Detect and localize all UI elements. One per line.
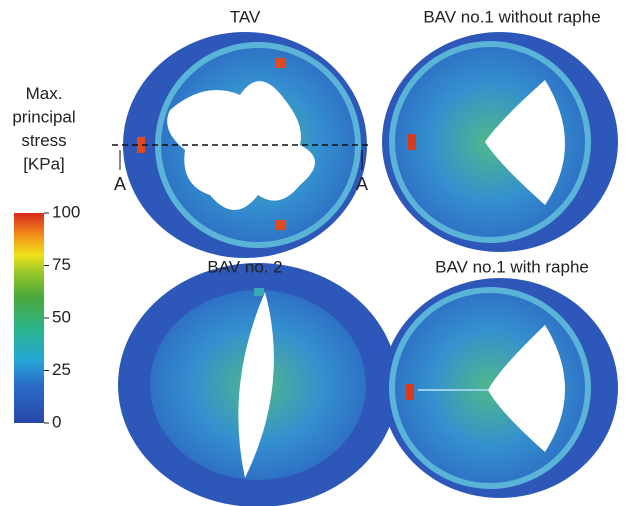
colorbar-tick-label: 0 [52,412,61,431]
bav1-raphe-panel: BAV no.1 with raphe [382,257,618,498]
panel-title: BAV no. 2 [207,257,282,276]
colorbar-tick-label: 100 [52,202,80,221]
stress-hotspot [408,134,416,150]
stress-hotspot [275,220,285,230]
figure: Max. principal stress [KPa] A A TAV BAV no.… [0,0,628,506]
colorbar-title-line: [KPa] [23,155,65,174]
section-label: A [356,174,368,194]
colorbar-tick-label: 75 [52,255,71,274]
stress-hotspot [275,58,285,68]
stress-hotspot [254,288,264,296]
panel-title: BAV no.1 with raphe [435,257,589,276]
colorbar-title-line: stress [21,131,66,150]
stress-hotspot [406,384,414,400]
section-label: A [114,174,126,194]
panel-title: BAV no.1 without raphe [423,7,600,26]
tav-panel: A A TAV [112,7,372,258]
colorbar-tick-label: 50 [52,307,71,326]
colorbar-tick-label: 25 [52,360,71,379]
colorbar-title-line: principal [12,108,75,127]
colorbar-title-line: Max. [26,84,63,103]
bav1-panel: BAV no.1 without raphe [382,7,618,252]
colorbar-title: Max. principal stress [KPa] [12,84,75,174]
colorbar-scale [14,213,44,423]
bav2-panel: BAV no. 2 [118,257,398,506]
panel-title: TAV [230,7,261,26]
